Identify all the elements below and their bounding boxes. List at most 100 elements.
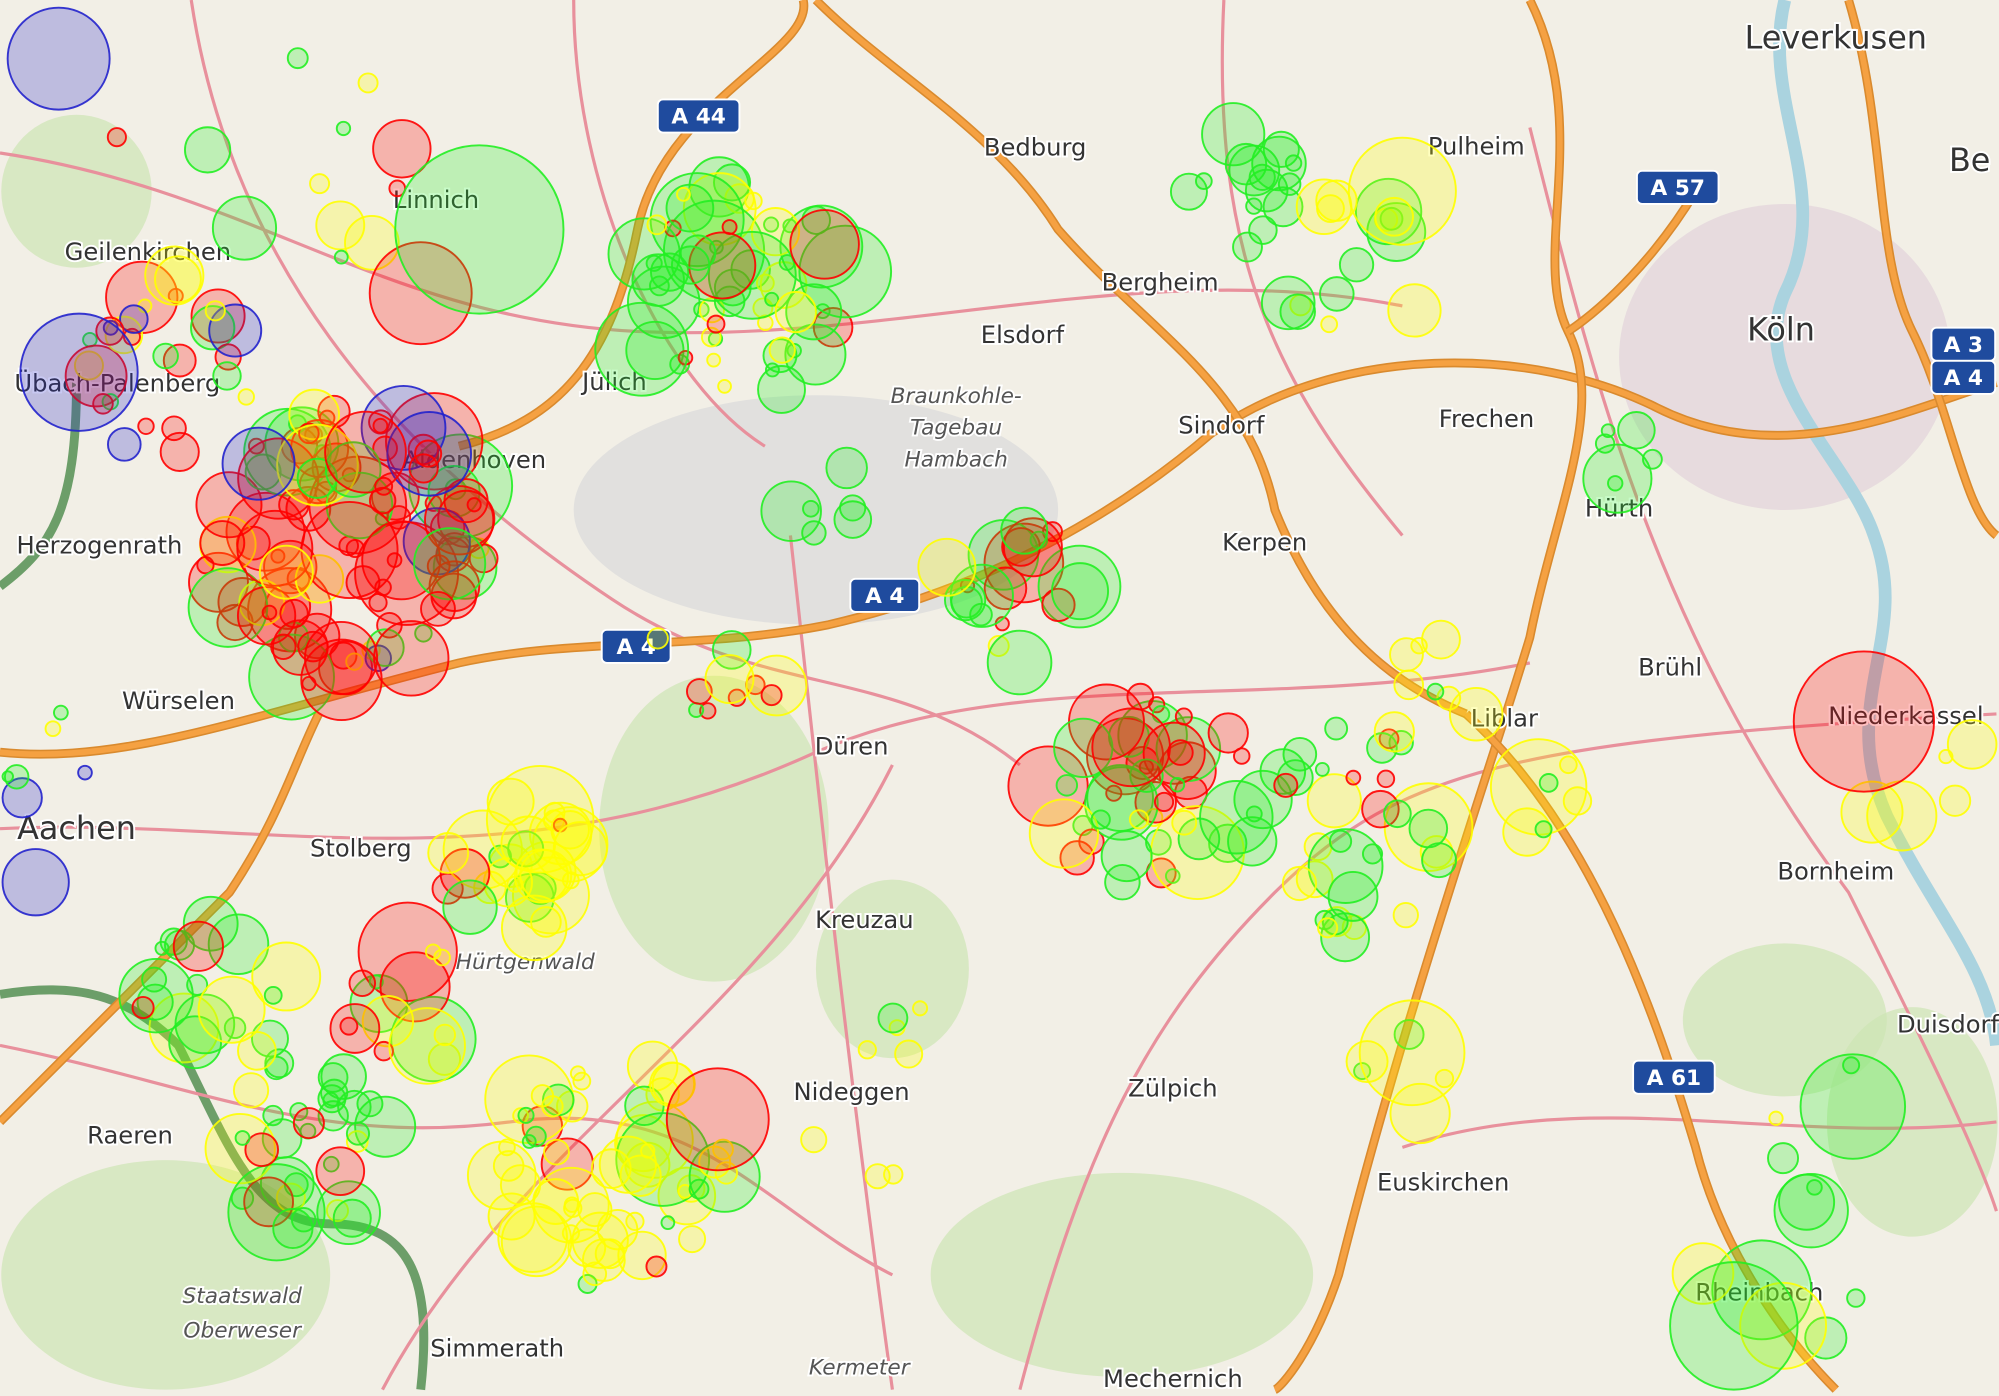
marker-circle-red[interactable]: [272, 619, 329, 676]
marker-circle-yellow[interactable]: [1739, 1281, 1828, 1370]
marker-circle-green[interactable]: [1379, 206, 1404, 231]
marker-circle-green[interactable]: [626, 265, 701, 340]
marker-circle-green[interactable]: [1383, 799, 1412, 829]
marker-circle-red[interactable]: [348, 969, 377, 998]
marker-circle-green[interactable]: [1846, 1288, 1866, 1308]
marker-circle-red[interactable]: [172, 920, 224, 972]
marker-circle-red[interactable]: [199, 520, 246, 566]
marker-circle-yellow[interactable]: [500, 815, 557, 872]
marker-circle-yellow[interactable]: [1028, 798, 1100, 869]
marker-circle-yellow[interactable]: [619, 1154, 662, 1197]
marker-circle-yellow[interactable]: [154, 255, 202, 304]
marker-circle-green[interactable]: [317, 1084, 347, 1114]
marker-circle-green[interactable]: [662, 199, 766, 302]
marker-circle-yellow[interactable]: [1840, 780, 1904, 844]
marker-circle-yellow[interactable]: [357, 72, 379, 94]
marker-circle-red[interactable]: [372, 435, 398, 462]
marker-circle-green[interactable]: [1408, 808, 1449, 849]
marker-circle-red[interactable]: [196, 556, 215, 575]
marker-circle-yellow[interactable]: [1392, 902, 1419, 929]
marker-circle-yellow[interactable]: [1345, 1040, 1389, 1084]
marker-circle-green[interactable]: [1232, 231, 1263, 263]
marker-circle-yellow[interactable]: [144, 245, 205, 306]
marker-circle-red[interactable]: [162, 343, 197, 378]
marker-circle-yellow[interactable]: [148, 992, 220, 1064]
marker-circle-yellow[interactable]: [512, 1107, 529, 1124]
marker-circle-red[interactable]: [374, 578, 392, 597]
marker-circle-green[interactable]: [1607, 475, 1624, 492]
marker-circle-red[interactable]: [1007, 745, 1089, 827]
marker-circle-blue[interactable]: [386, 411, 473, 497]
marker-circle-blue[interactable]: [360, 384, 447, 471]
marker-circle-red[interactable]: [373, 620, 450, 697]
marker-circle-green[interactable]: [1324, 716, 1349, 741]
marker-circle-green[interactable]: [118, 957, 194, 1034]
marker-circle-green[interactable]: [182, 895, 239, 952]
marker-circle-red[interactable]: [329, 641, 358, 670]
marker-circle-red[interactable]: [426, 554, 451, 578]
marker-circle-yellow[interactable]: [1295, 178, 1353, 236]
marker-circle-yellow[interactable]: [646, 627, 669, 650]
marker-circle-red[interactable]: [64, 344, 128, 408]
marker-circle-green[interactable]: [1767, 1142, 1800, 1175]
marker-circle-yellow[interactable]: [276, 423, 359, 507]
marker-circle-green[interactable]: [290, 1206, 317, 1233]
marker-circle-green[interactable]: [1328, 829, 1353, 853]
marker-circle-yellow[interactable]: [1171, 809, 1198, 836]
marker-circle-green[interactable]: [679, 234, 717, 271]
marker-circle-red[interactable]: [1207, 712, 1249, 754]
marker-circle-green[interactable]: [877, 1002, 909, 1034]
marker-circle-green[interactable]: [801, 520, 827, 546]
marker-circle-yellow[interactable]: [1938, 784, 1972, 817]
marker-circle-red[interactable]: [372, 119, 432, 179]
marker-circle-blue[interactable]: [106, 427, 142, 462]
marker-circle-green[interactable]: [1164, 868, 1181, 884]
marker-circle-green[interactable]: [1282, 736, 1318, 772]
marker-circle-green[interactable]: [234, 1130, 251, 1146]
marker-circle-yellow[interactable]: [677, 1183, 693, 1199]
marker-circle-red[interactable]: [1345, 769, 1362, 786]
marker-circle-blue[interactable]: [221, 426, 296, 501]
marker-circle-yellow[interactable]: [617, 1230, 667, 1281]
marker-circle-red[interactable]: [95, 316, 125, 346]
marker-circle-yellow[interactable]: [251, 941, 322, 1012]
marker-circle-green[interactable]: [1262, 130, 1300, 168]
marker-circle-green[interactable]: [1314, 762, 1330, 777]
marker-circle-green[interactable]: [322, 1155, 340, 1173]
marker-circle-red[interactable]: [420, 590, 456, 627]
marker-circle-green[interactable]: [1582, 443, 1653, 514]
marker-circle-yellow[interactable]: [204, 300, 226, 322]
marker-circle-yellow[interactable]: [1421, 619, 1461, 660]
marker-circle-red[interactable]: [270, 548, 286, 564]
marker-circle-yellow[interactable]: [1562, 786, 1593, 816]
marker-circle-green[interactable]: [1169, 776, 1186, 793]
marker-circle-green[interactable]: [1338, 247, 1375, 283]
marker-circle-yellow[interactable]: [1768, 1110, 1784, 1126]
marker-circle-red[interactable]: [92, 393, 114, 415]
marker-circle-yellow[interactable]: [768, 336, 796, 364]
marker-circle-green[interactable]: [53, 704, 69, 721]
marker-circle-yellow[interactable]: [541, 1095, 564, 1118]
marker-circle-green[interactable]: [1426, 682, 1445, 701]
marker-circle-yellow[interactable]: [1306, 773, 1362, 829]
marker-circle-green[interactable]: [248, 633, 335, 721]
marker-circle-yellow[interactable]: [572, 1071, 592, 1091]
marker-circle-green[interactable]: [413, 527, 487, 601]
marker-circle-green[interactable]: [136, 983, 174, 1021]
marker-circle-green[interactable]: [785, 283, 843, 341]
marker-circle-red[interactable]: [1153, 791, 1175, 813]
marker-circle-green[interactable]: [688, 701, 705, 718]
marker-circle-red[interactable]: [244, 1132, 280, 1168]
marker-circle-yellow[interactable]: [197, 975, 266, 1044]
marker-circle-red[interactable]: [368, 593, 388, 613]
marker-circle-red[interactable]: [372, 417, 389, 434]
marker-circle-green[interactable]: [414, 624, 433, 643]
marker-circle-yellow[interactable]: [894, 1039, 924, 1069]
marker-circle-red[interactable]: [466, 497, 482, 513]
marker-circle-green[interactable]: [757, 365, 806, 414]
marker-circle-yellow[interactable]: [345, 1130, 369, 1153]
marker-circle-green[interactable]: [272, 1207, 314, 1250]
marker-circle-yellow[interactable]: [596, 1208, 639, 1251]
marker-circle-green[interactable]: [244, 453, 282, 491]
marker-circle-green[interactable]: [1051, 562, 1110, 621]
